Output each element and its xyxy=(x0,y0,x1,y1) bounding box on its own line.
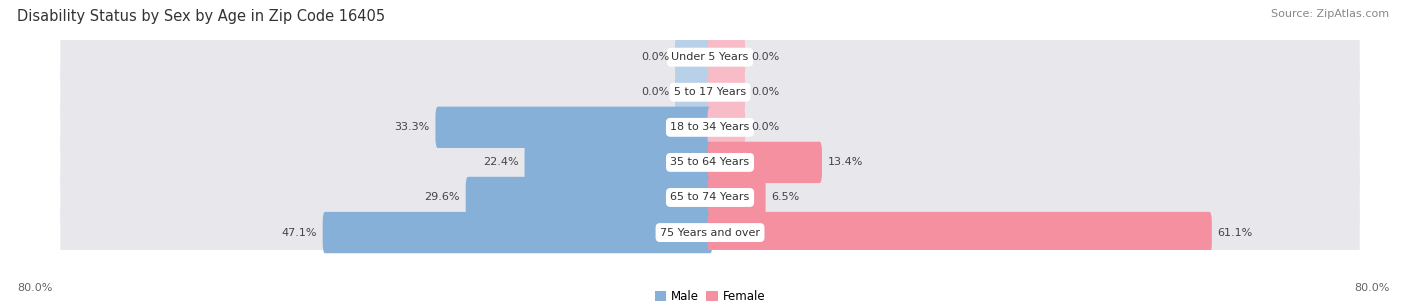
Text: 0.0%: 0.0% xyxy=(641,52,669,62)
Text: 5 to 17 Years: 5 to 17 Years xyxy=(673,87,747,97)
Text: 0.0%: 0.0% xyxy=(751,52,779,62)
FancyBboxPatch shape xyxy=(675,72,713,113)
FancyBboxPatch shape xyxy=(60,23,1360,91)
Text: 6.5%: 6.5% xyxy=(772,192,800,203)
Text: 18 to 34 Years: 18 to 34 Years xyxy=(671,122,749,132)
Text: Under 5 Years: Under 5 Years xyxy=(672,52,748,62)
FancyBboxPatch shape xyxy=(707,72,745,113)
FancyBboxPatch shape xyxy=(60,164,1360,231)
Text: 35 to 64 Years: 35 to 64 Years xyxy=(671,157,749,167)
Legend: Male, Female: Male, Female xyxy=(655,290,765,303)
Text: 75 Years and over: 75 Years and over xyxy=(659,228,761,238)
Text: 29.6%: 29.6% xyxy=(425,192,460,203)
Text: Source: ZipAtlas.com: Source: ZipAtlas.com xyxy=(1271,9,1389,19)
FancyBboxPatch shape xyxy=(707,107,745,148)
FancyBboxPatch shape xyxy=(60,129,1360,196)
FancyBboxPatch shape xyxy=(322,212,713,253)
FancyBboxPatch shape xyxy=(707,177,766,218)
FancyBboxPatch shape xyxy=(60,59,1360,126)
FancyBboxPatch shape xyxy=(707,212,1212,253)
FancyBboxPatch shape xyxy=(524,142,713,183)
FancyBboxPatch shape xyxy=(707,142,823,183)
FancyBboxPatch shape xyxy=(675,37,713,78)
FancyBboxPatch shape xyxy=(707,37,745,78)
Text: Disability Status by Sex by Age in Zip Code 16405: Disability Status by Sex by Age in Zip C… xyxy=(17,9,385,24)
FancyBboxPatch shape xyxy=(436,107,713,148)
Text: 65 to 74 Years: 65 to 74 Years xyxy=(671,192,749,203)
Text: 22.4%: 22.4% xyxy=(484,157,519,167)
Text: 0.0%: 0.0% xyxy=(641,87,669,97)
Text: 0.0%: 0.0% xyxy=(751,87,779,97)
Text: 80.0%: 80.0% xyxy=(1354,283,1389,293)
FancyBboxPatch shape xyxy=(465,177,713,218)
FancyBboxPatch shape xyxy=(60,199,1360,266)
Text: 80.0%: 80.0% xyxy=(17,283,52,293)
Text: 13.4%: 13.4% xyxy=(828,157,863,167)
FancyBboxPatch shape xyxy=(60,94,1360,161)
Text: 0.0%: 0.0% xyxy=(751,122,779,132)
Text: 61.1%: 61.1% xyxy=(1218,228,1253,238)
Text: 33.3%: 33.3% xyxy=(395,122,430,132)
Text: 47.1%: 47.1% xyxy=(281,228,316,238)
